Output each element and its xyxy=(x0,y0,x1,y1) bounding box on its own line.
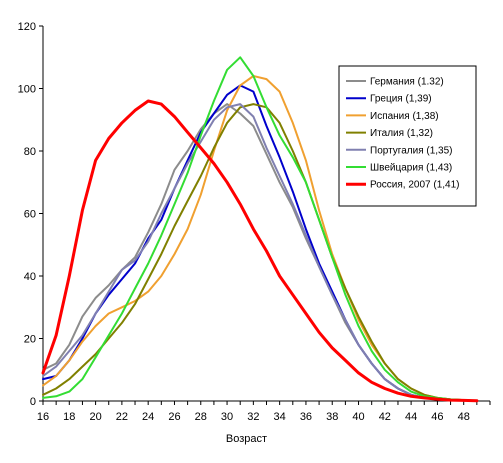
legend-label: Италия (1,32) xyxy=(370,128,433,139)
legend-label: Швейцария (1,43) xyxy=(370,163,452,174)
x-axis-title: Возраст xyxy=(226,433,267,445)
x-tick-label: 44 xyxy=(405,411,417,423)
legend: Германия (1.32) Греция (1,39) Испания (1,3… xyxy=(338,65,477,207)
x-tick-label: 34 xyxy=(274,411,286,423)
x-tick-label: 46 xyxy=(431,411,443,423)
x-tick-label: 32 xyxy=(247,411,259,423)
series-layer xyxy=(41,56,479,403)
y-tick-label: 100 xyxy=(18,84,36,96)
x-tick-label: 40 xyxy=(352,411,364,423)
x-tick-label: 26 xyxy=(168,411,180,423)
legend-label: Португалия (1,35) xyxy=(370,145,453,156)
x-tick-label: 36 xyxy=(300,411,312,423)
y-tick-label: 80 xyxy=(24,146,36,158)
y-tick-label: 0 xyxy=(30,396,36,408)
x-tick-label: 48 xyxy=(458,411,470,423)
x-tick-label: 28 xyxy=(195,411,207,423)
legend-label: Греция (1,39) xyxy=(370,94,432,105)
legend-label: Испания (1,38) xyxy=(370,111,439,122)
x-tick-label: 42 xyxy=(379,411,391,423)
x-tick-label: 38 xyxy=(326,411,338,423)
x-tick-label: 18 xyxy=(63,411,75,423)
x-tick-label: 30 xyxy=(221,411,233,423)
series-line-5 xyxy=(42,103,478,402)
series-line-6 xyxy=(42,56,478,402)
x-tick-label: 16 xyxy=(37,411,49,423)
series-line-4 xyxy=(42,103,478,402)
x-tick-label: 20 xyxy=(89,411,101,423)
legend-label: Германия (1.32) xyxy=(370,77,444,88)
legend-box xyxy=(338,65,477,207)
x-tick-label: 24 xyxy=(142,411,154,423)
x-tick-label: 22 xyxy=(116,411,128,423)
y-tick-label: 120 xyxy=(18,21,36,33)
y-tick-label: 60 xyxy=(24,209,36,221)
y-tick-label: 20 xyxy=(24,334,36,346)
series-line-7 xyxy=(41,99,479,403)
legend-label: Россия, 2007 (1,41) xyxy=(370,180,460,191)
y-tick-label: 40 xyxy=(24,271,36,283)
axes: 0 20 40 60 80 100 120 16 18 20 22 24 26 28 30 32 34 36 38 4… xyxy=(18,21,491,423)
